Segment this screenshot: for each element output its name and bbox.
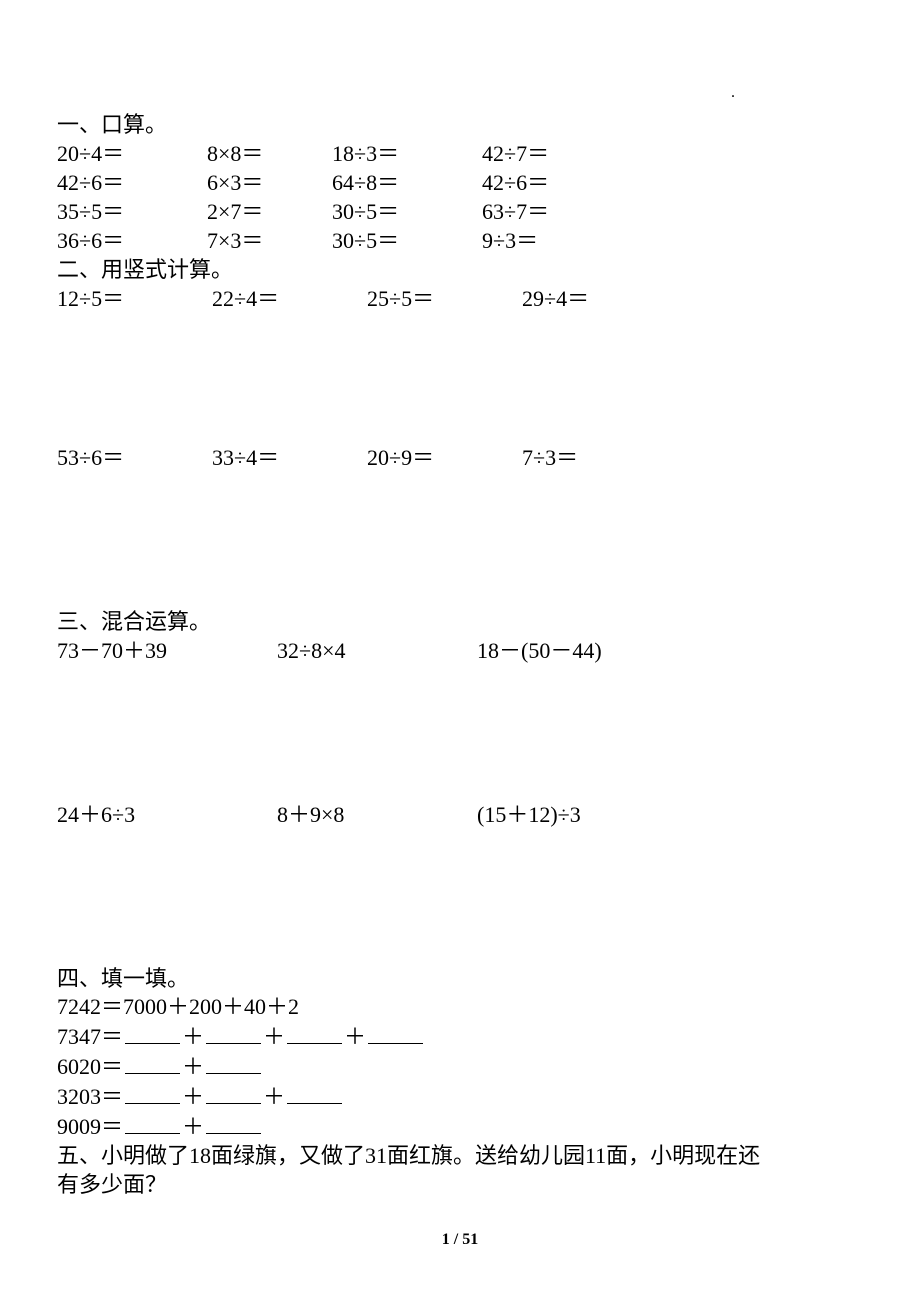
math-expr: 22÷4＝ bbox=[212, 284, 367, 313]
math-expr: 63÷7＝ bbox=[482, 197, 549, 226]
math-expr: 29÷4＝ bbox=[522, 284, 589, 313]
plus-sign: ＋ bbox=[182, 1054, 204, 1079]
math-expr: 7×3＝ bbox=[207, 226, 332, 255]
math-expr: 35÷5＝ bbox=[57, 197, 207, 226]
math-expr: 7÷3＝ bbox=[522, 443, 578, 472]
section5-text: 五、小明做了18面绿旗，又做了31面红旗。送给幼儿园11面，小明现在还 有多少面… bbox=[57, 1141, 863, 1199]
section5-line2: 有多少面？ bbox=[57, 1172, 167, 1197]
math-expr: 30÷5＝ bbox=[332, 197, 482, 226]
math-expr: 36÷6＝ bbox=[57, 226, 207, 255]
section1-title: 一、口算。 bbox=[57, 110, 863, 139]
math-expr: 42÷6＝ bbox=[482, 168, 549, 197]
fill-line: 7347＝ ＋ ＋ ＋ bbox=[57, 1021, 863, 1051]
math-expr: 25÷5＝ bbox=[367, 284, 522, 313]
math-expr: 73－70＋39 bbox=[57, 636, 277, 665]
math-expr: 18－(50－44) bbox=[477, 636, 602, 665]
fill-lhs: 7347＝ bbox=[57, 1024, 123, 1049]
fill-line: 3203＝ ＋ ＋ bbox=[57, 1081, 863, 1111]
math-expr: 2×7＝ bbox=[207, 197, 332, 226]
fill-blank bbox=[125, 1111, 180, 1134]
section5-line1: 五、小明做了18面绿旗，又做了31面红旗。送给幼儿园11面，小明现在还 bbox=[57, 1143, 760, 1168]
math-expr: 9÷3＝ bbox=[482, 226, 538, 255]
fill-line: 9009＝ ＋ bbox=[57, 1111, 863, 1141]
math-expr: 53÷6＝ bbox=[57, 443, 212, 472]
math-expr: 42÷7＝ bbox=[482, 139, 549, 168]
fill-blank bbox=[125, 1021, 180, 1044]
section4-title: 四、填一填。 bbox=[57, 964, 863, 993]
fill-lhs: 9009＝ bbox=[57, 1114, 123, 1139]
worksheet-page: . 一、口算。 20÷4＝8×8＝18÷3＝42÷7＝42÷6＝6×3＝64÷8… bbox=[0, 0, 920, 1302]
math-expr: 33÷4＝ bbox=[212, 443, 367, 472]
plus-sign: ＋ bbox=[182, 1024, 204, 1049]
math-expr: 8×8＝ bbox=[207, 139, 332, 168]
section4-example: 7242＝7000＋200＋40＋2 bbox=[57, 993, 863, 1021]
fill-blank bbox=[206, 1111, 261, 1134]
section1-rows: 20÷4＝8×8＝18÷3＝42÷7＝42÷6＝6×3＝64÷8＝42÷6＝35… bbox=[57, 139, 863, 255]
section1-row: 36÷6＝7×3＝30÷5＝9÷3＝ bbox=[57, 226, 863, 255]
section2-title: 二、用竖式计算。 bbox=[57, 255, 863, 284]
fill-blank bbox=[368, 1021, 423, 1044]
plus-sign: ＋ bbox=[344, 1024, 366, 1049]
plus-sign: ＋ bbox=[263, 1084, 285, 1109]
page-current: 1 bbox=[442, 1231, 450, 1248]
math-expr: 30÷5＝ bbox=[332, 226, 482, 255]
section1-row: 42÷6＝6×3＝64÷8＝42÷6＝ bbox=[57, 168, 863, 197]
section2-row: 53÷6＝33÷4＝20÷9＝7÷3＝ bbox=[57, 443, 863, 472]
page-total: 51 bbox=[462, 1231, 478, 1248]
math-expr: 42÷6＝ bbox=[57, 168, 207, 197]
math-expr: 20÷9＝ bbox=[367, 443, 522, 472]
section4-lines: 7347＝ ＋ ＋ ＋ 6020＝ ＋ 3203＝ ＋ ＋ 9009＝ ＋ bbox=[57, 1021, 863, 1141]
fill-line: 6020＝ ＋ bbox=[57, 1051, 863, 1081]
fill-lhs: 3203＝ bbox=[57, 1084, 123, 1109]
fill-blank bbox=[206, 1021, 261, 1044]
section3-title: 三、混合运算。 bbox=[57, 607, 863, 636]
fill-blank bbox=[125, 1081, 180, 1104]
plus-sign: ＋ bbox=[263, 1024, 285, 1049]
math-expr: 8＋9×8 bbox=[277, 800, 477, 829]
math-expr: (15＋12)÷3 bbox=[477, 800, 581, 829]
plus-sign: ＋ bbox=[182, 1114, 204, 1139]
math-expr: 64÷8＝ bbox=[332, 168, 482, 197]
math-expr: 20÷4＝ bbox=[57, 139, 207, 168]
section3-row: 73－70＋3932÷8×418－(50－44) bbox=[57, 636, 863, 665]
page-footer: 1 / 51 bbox=[0, 1225, 920, 1254]
fill-blank bbox=[125, 1051, 180, 1074]
fill-blank bbox=[287, 1021, 342, 1044]
section3-row: 24＋6÷38＋9×8(15＋12)÷3 bbox=[57, 800, 863, 829]
math-expr: 18÷3＝ bbox=[332, 139, 482, 168]
math-expr: 12÷5＝ bbox=[57, 284, 212, 313]
fill-blank bbox=[206, 1081, 261, 1104]
fill-blank bbox=[287, 1081, 342, 1104]
section1-row: 35÷5＝2×7＝30÷5＝63÷7＝ bbox=[57, 197, 863, 226]
plus-sign: ＋ bbox=[182, 1084, 204, 1109]
fill-blank bbox=[206, 1051, 261, 1074]
math-expr: 24＋6÷3 bbox=[57, 800, 277, 829]
page-sep: / bbox=[450, 1231, 462, 1248]
math-expr: 6×3＝ bbox=[207, 168, 332, 197]
section2-row: 12÷5＝22÷4＝25÷5＝29÷4＝ bbox=[57, 284, 863, 313]
corner-dot: . bbox=[731, 78, 735, 107]
fill-lhs: 6020＝ bbox=[57, 1054, 123, 1079]
math-expr: 32÷8×4 bbox=[277, 636, 477, 665]
section1-row: 20÷4＝8×8＝18÷3＝42÷7＝ bbox=[57, 139, 863, 168]
